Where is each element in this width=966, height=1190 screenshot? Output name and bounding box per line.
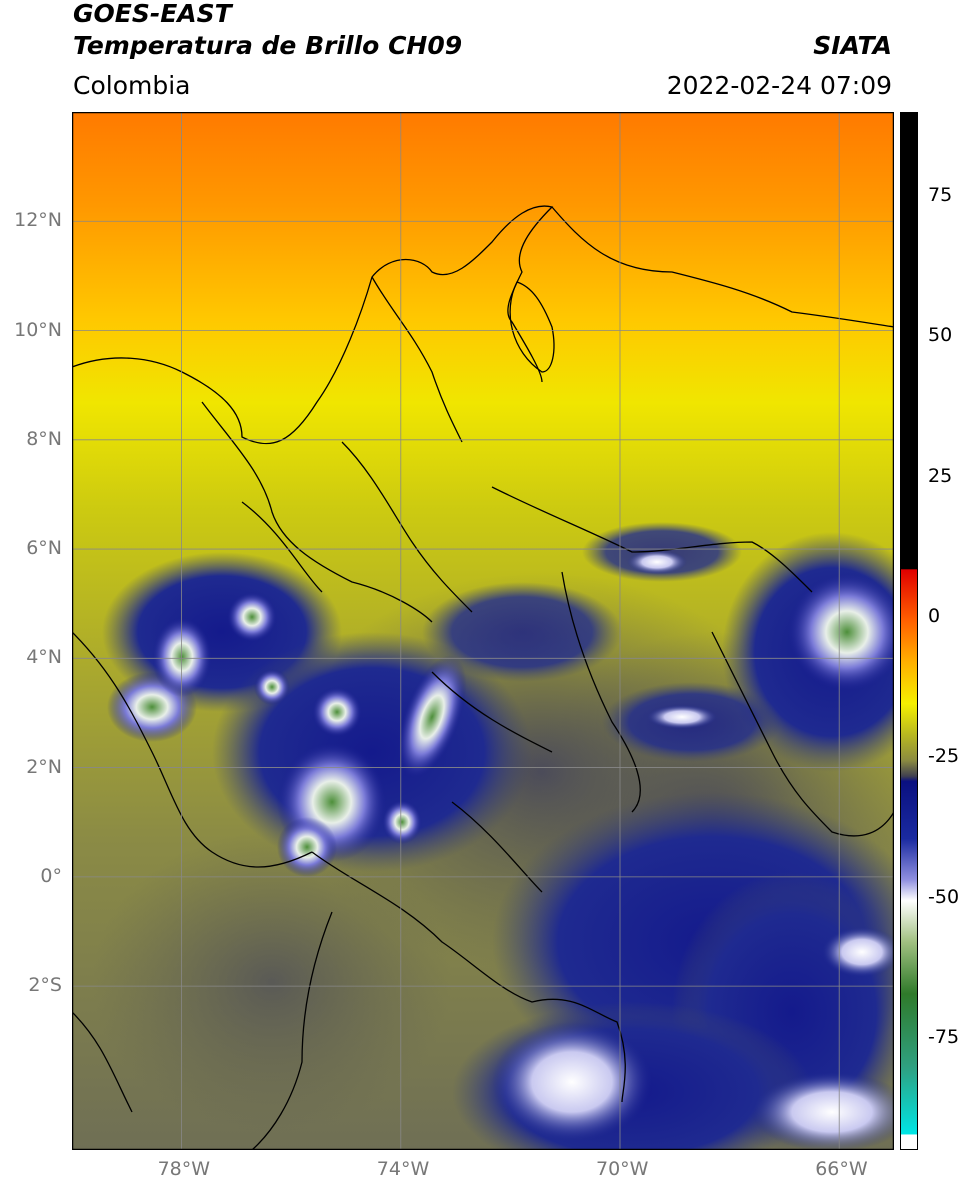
colorbar	[900, 112, 918, 1150]
lat-tick-label: 6°N	[26, 537, 62, 560]
lat-tick-label: 0°	[40, 864, 62, 887]
lat-tick-label: 2°N	[26, 755, 62, 778]
lon-tick-label: 74°W	[376, 1158, 430, 1180]
agency-label: SIATA	[813, 31, 892, 60]
colorbar-tick-label: -75	[928, 1025, 960, 1048]
colorbar-tick-label: -50	[928, 885, 960, 908]
satellite-map	[72, 112, 894, 1150]
lat-tick-label: 12°N	[14, 209, 62, 232]
map-grid	[72, 112, 894, 1150]
country-borders	[72, 205, 894, 1150]
product-title: Temperatura de Brillo CH09	[73, 31, 463, 60]
colorbar-tick-label: 50	[928, 324, 953, 347]
lat-tick-label: 10°N	[14, 318, 62, 341]
satellite-title: GOES-EAST	[73, 0, 232, 28]
lon-tick-label: 66°W	[815, 1158, 868, 1180]
lat-tick-label: 4°N	[26, 646, 62, 669]
colorbar-tick-label: 25	[928, 464, 953, 487]
cloud-field	[92, 522, 894, 1150]
colorbar-tick-label: -25	[928, 745, 960, 768]
lon-tick-label: 70°W	[596, 1158, 649, 1180]
map-frame	[72, 112, 894, 1150]
colorbar-tick-label: 0	[928, 604, 941, 627]
lat-tick-label: 2°S	[28, 974, 62, 997]
lon-tick-label: 78°W	[157, 1158, 211, 1180]
timestamp-label: 2022-02-24 07:09	[666, 71, 892, 100]
region-label: Colombia	[73, 71, 191, 100]
colorbar-tick-label: 75	[928, 184, 953, 207]
lat-tick-label: 8°N	[26, 427, 62, 450]
